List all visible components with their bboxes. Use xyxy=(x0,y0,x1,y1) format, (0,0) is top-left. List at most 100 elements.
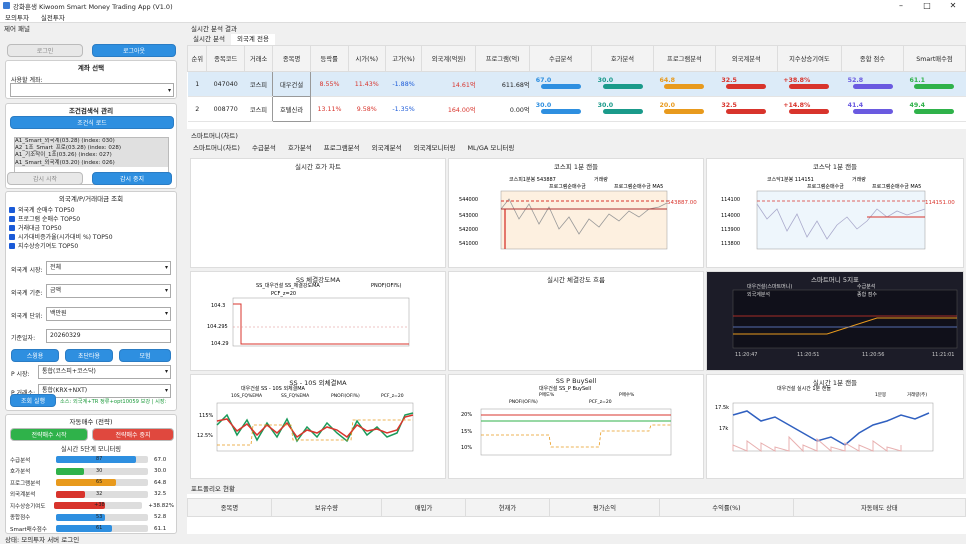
table-row[interactable]: 1 047040 코스피 대우건설 8.55% 11.43% -1.88% 14.61억 611… xyxy=(187,71,966,97)
condition-item[interactable]: A1_Smart_외국계(03.28) (index: 030) xyxy=(15,138,168,146)
svg-text:104.29: 104.29 xyxy=(211,341,229,347)
condition-item[interactable]: A1_Smart_외국계(03.20) (index: 026) xyxy=(15,159,168,167)
chart-title: 실시간 1분 캔들 xyxy=(812,379,858,387)
chart-tab[interactable]: 스마트머니(차트) xyxy=(193,144,240,152)
chart-tab[interactable]: 프로그램분석 xyxy=(323,144,360,152)
chart-tab[interactable]: 수급분석 xyxy=(251,144,276,152)
chart-orderbook: 실시간 호가 차트 xyxy=(190,158,446,268)
close-button[interactable]: ✕ xyxy=(949,1,957,10)
foreign-market-select[interactable]: 전체 ▾ xyxy=(46,261,171,275)
svg-text:P매수%: P매수% xyxy=(619,391,635,398)
column-header[interactable]: 등락률 xyxy=(309,45,349,72)
chart-tab[interactable]: 외국계모니터링 xyxy=(413,144,456,152)
chart-tab[interactable]: 외국계분석 xyxy=(371,144,402,152)
portfolio-column[interactable]: 현재가 xyxy=(465,498,550,517)
cell-name: 대우건설 xyxy=(272,71,311,97)
check-foreign-top50[interactable]: 외국계 순매수 TOP50 xyxy=(9,205,176,214)
query-note: 소스: 외국계+TR 정류+opt10059 보강 | 시장: xyxy=(60,399,167,405)
score-cell: 41.4 xyxy=(841,96,904,122)
menu-real[interactable]: 실전투자 xyxy=(40,14,65,22)
account-select[interactable]: ▾ xyxy=(10,83,174,97)
condition-item[interactable]: A2_1조_Smart_프로(03.28) (index: 028) xyxy=(15,145,168,153)
monitor-row: Smart매수점수 61 61.1 xyxy=(10,525,167,533)
column-header[interactable]: 호가분석 xyxy=(591,45,654,72)
column-header[interactable]: 시가(%) xyxy=(347,45,386,72)
portfolio-column[interactable]: 수익률(%) xyxy=(659,498,794,517)
adventure-button[interactable]: 모험 xyxy=(119,349,171,362)
score-cell: 64.8 xyxy=(653,71,716,97)
portfolio-column[interactable]: 보유수량 xyxy=(270,498,383,517)
portfolio-column[interactable]: 종목명 xyxy=(187,498,272,517)
check-index-contrib-top50[interactable]: 지수상승기여도 TOP50 xyxy=(9,241,176,250)
svg-text:11:20:56: 11:20:56 xyxy=(862,352,884,358)
minimize-button[interactable]: – xyxy=(899,1,903,10)
column-header[interactable]: Smart매수점 xyxy=(902,45,966,72)
auto-buy-start-button[interactable]: 전략매수 시작 xyxy=(10,428,88,441)
portfolio-column[interactable]: 평가손익 xyxy=(548,498,661,517)
monitor-start-button[interactable]: 감시 시작 xyxy=(7,172,83,185)
chart-tabs: 스마트머니(차트) 수급분석 호가분석 프로그램분석 외국계분석 외국계모니터링 ML/GA… xyxy=(187,143,966,154)
logout-button[interactable]: 로그아웃 xyxy=(92,44,176,57)
auto-buy-stop-button[interactable]: 전략매수 중지 xyxy=(92,428,174,441)
foreign-basis-select[interactable]: 금액 ▾ xyxy=(46,284,171,298)
column-header[interactable]: 외국계(억원) xyxy=(421,45,477,72)
column-header[interactable]: 종합 점수 xyxy=(841,45,904,72)
result-table: 순위 종목코드 거래소 종목명 등락률 시가(%) 고가(%) 외국계(억원) 프로그램(억) 수… xyxy=(186,45,966,122)
column-header[interactable]: 순위 xyxy=(186,45,208,72)
chart-title: 실시간 호가 차트 xyxy=(295,163,341,171)
column-header[interactable]: 외국계분석 xyxy=(714,45,778,72)
condition-load-button[interactable]: 조건식 로드 xyxy=(10,116,174,129)
ultra-short-button[interactable]: 초단타용 xyxy=(65,349,113,362)
kospi-price-label: 543887.00 xyxy=(667,200,697,206)
column-header[interactable]: 지수상승기여도 xyxy=(776,45,843,72)
portfolio-column[interactable]: 자동매도 상태 xyxy=(792,498,966,517)
table-row[interactable]: 2 008770 코스피 호텔신라 13.11% 9.58% -1.35% 164.00억 0.… xyxy=(187,96,966,122)
svg-text:대우건설(스마트머니): 대우건설(스마트머니) xyxy=(747,283,792,290)
date-input[interactable]: 20260329 xyxy=(46,329,171,343)
condition-item[interactable]: A1_기조작이_1조(03.26) (index: 027) xyxy=(15,152,168,160)
check-program-top50[interactable]: 프로그램 순매수 TOP50 xyxy=(9,214,176,223)
result-panel: 실시간 분석 결과 실시간 분석 외국계 전용 순위 종목코드 거래소 종목명 등락률 시… xyxy=(186,24,966,129)
score-cell: 61.1 xyxy=(903,71,966,97)
checkbox-checked-icon xyxy=(9,233,15,240)
chart-title: 코스피 1분 캔들 xyxy=(553,163,599,171)
column-header[interactable]: 프로그램분석 xyxy=(652,45,716,72)
tab-foreign-only[interactable]: 외국계 전용 xyxy=(230,34,275,45)
login-button[interactable]: 로그인 xyxy=(7,44,83,57)
swing-button[interactable]: 스윙용 xyxy=(11,349,59,362)
chart-tab[interactable]: ML/GA 모니터링 xyxy=(467,144,515,152)
window-title: 강화훈생 Kiwoom Smart Money Trading App (V1.… xyxy=(13,3,173,11)
tab-realtime-analysis[interactable]: 실시간 분석 xyxy=(193,35,225,43)
column-header[interactable]: 수급분석 xyxy=(529,45,593,72)
checkbox-checked-icon xyxy=(9,215,15,222)
score-cell: +14.8% xyxy=(777,96,842,122)
p-market-label: P 시장: xyxy=(11,371,30,378)
date-label: 기준일자: xyxy=(11,335,36,342)
column-header[interactable]: 프로그램(억) xyxy=(475,45,531,72)
cell-fr: 14.61억 xyxy=(421,71,476,97)
chart-1min-candle: 실시간 1분 캔들 17.5k 17k 대우건설 실시간 1분 캔들 1분봉 거… xyxy=(706,374,964,479)
svg-text:PCF_z=20: PCF_z=20 xyxy=(589,399,612,405)
foreign-market-label: 외국계 시장: xyxy=(11,267,43,274)
menu-mock[interactable]: 모의투자 xyxy=(5,14,29,22)
chart-tab[interactable]: 호가분석 xyxy=(287,144,312,152)
column-header[interactable]: 고가(%) xyxy=(384,45,423,72)
p-market-select[interactable]: 통합(코스피+코스닥) ▾ xyxy=(38,365,171,379)
column-header[interactable]: 거래소 xyxy=(243,45,274,72)
foreign-unit-label: 외국계 단위: xyxy=(11,313,43,320)
check-open-rate-top50[interactable]: 시가대비증가율(시가대비 %) TOP50 xyxy=(9,232,176,241)
portfolio-panel: 포트폴리오 현황 종목명 보유수량 매입가 현재가 평가손익 수익률(%) 자동매도 상태 xyxy=(187,484,966,534)
portfolio-column[interactable]: 매입가 xyxy=(381,498,467,517)
p-exchange-select[interactable]: 통합(KRX+NXT) ▾ xyxy=(38,384,171,398)
score-cell: 20.0 xyxy=(653,96,716,122)
column-header[interactable]: 종목명 xyxy=(272,45,311,72)
monitor-stop-button[interactable]: 감시 중지 xyxy=(92,172,172,185)
svg-text:PCF_z=20: PCF_z=20 xyxy=(381,393,404,399)
column-header[interactable]: 종목코드 xyxy=(206,45,245,72)
check-volume-top50[interactable]: 거래대금 TOP50 xyxy=(9,223,176,232)
svg-text:11:21:01: 11:21:01 xyxy=(932,352,954,358)
foreign-unit-select[interactable]: 백만원 ▾ xyxy=(46,307,171,321)
svg-text:1분봉: 1분봉 xyxy=(875,392,886,398)
query-run-button[interactable]: 조회 실행 xyxy=(10,394,56,407)
maximize-button[interactable]: □ xyxy=(923,1,931,10)
